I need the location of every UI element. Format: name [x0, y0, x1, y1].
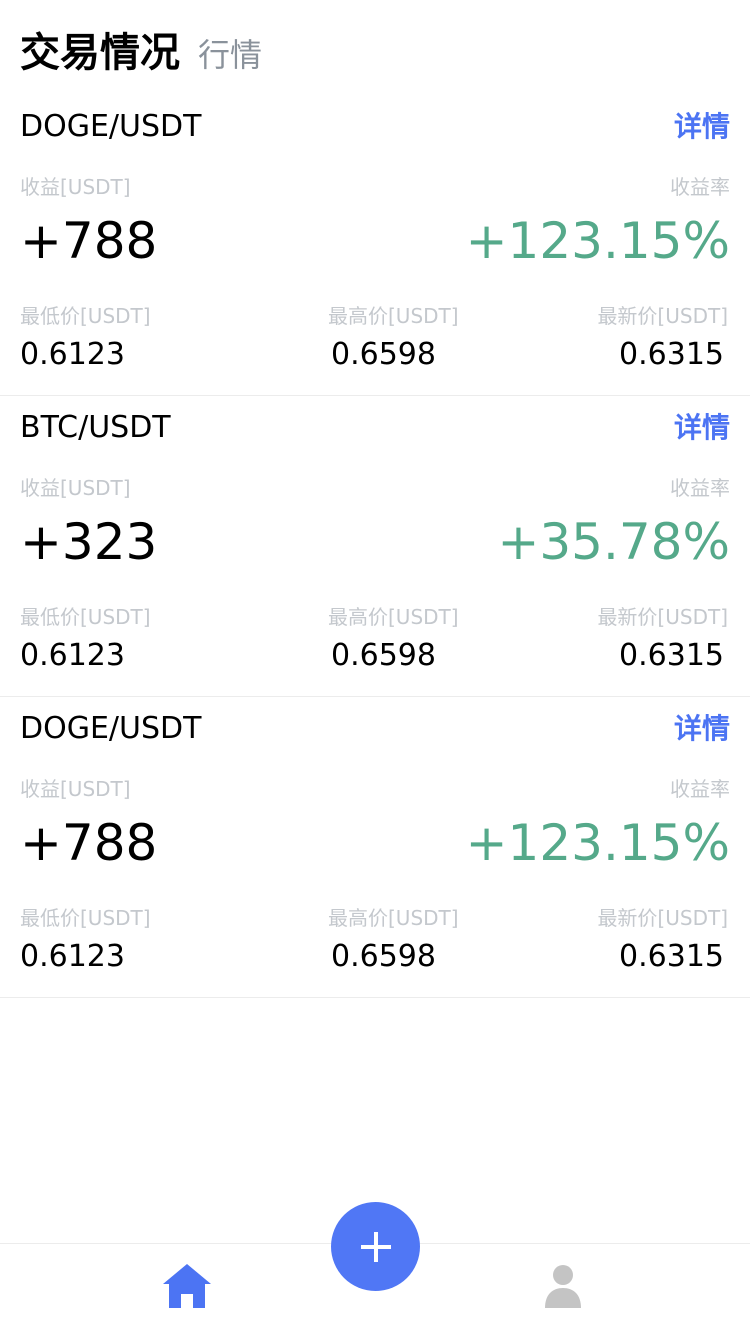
page-header: 交易情况 行情 — [0, 0, 750, 95]
page-title: 交易情况 — [20, 30, 180, 76]
home-icon[interactable] — [161, 1262, 213, 1310]
low-price-label: 最低价[USDT] — [20, 304, 151, 328]
high-price-value: 0.6598 — [331, 939, 436, 974]
plus-icon — [360, 1231, 391, 1262]
yield-rate-label: 收益率 — [670, 476, 730, 500]
yield-rate-value: +123.15% — [465, 212, 730, 270]
latest-price-label: 最新价[USDT] — [597, 605, 728, 629]
latest-price-label: 最新价[USDT] — [597, 304, 728, 328]
low-price-value: 0.6123 — [20, 939, 125, 974]
detail-link[interactable]: 详情 — [673, 712, 730, 745]
yield-rate-value: +123.15% — [465, 814, 730, 872]
profit-label: 收益[USDT] — [20, 777, 131, 801]
trading-pair: DOGE/USDT — [20, 109, 202, 144]
detail-link[interactable]: 详情 — [673, 110, 730, 143]
profit-value: +788 — [20, 212, 158, 270]
yield-rate-label: 收益率 — [670, 777, 730, 801]
latest-price-label: 最新价[USDT] — [597, 906, 728, 930]
high-price-value: 0.6598 — [331, 337, 436, 372]
latest-price-value: 0.6315 — [619, 939, 724, 974]
latest-price-value: 0.6315 — [619, 337, 724, 372]
profit-value: +323 — [20, 513, 158, 571]
high-price-label: 最高价[USDT] — [328, 906, 459, 930]
high-price-label: 最高价[USDT] — [328, 304, 459, 328]
profit-value: +788 — [20, 814, 158, 872]
yield-rate-label: 收益率 — [670, 175, 730, 199]
yield-rate-value: +35.78% — [497, 513, 730, 571]
add-button[interactable] — [331, 1202, 420, 1291]
trading-pair: BTC/USDT — [20, 410, 171, 445]
market-tab-link[interactable]: 行情 — [198, 36, 263, 74]
latest-price-value: 0.6315 — [619, 638, 724, 673]
low-price-label: 最低价[USDT] — [20, 906, 151, 930]
high-price-value: 0.6598 — [331, 638, 436, 673]
low-price-value: 0.6123 — [20, 337, 125, 372]
user-icon[interactable] — [545, 1264, 581, 1308]
detail-link[interactable]: 详情 — [673, 411, 730, 444]
trade-card: DOGE/USDT 详情 收益[USDT] 收益率 +788 +123.15% … — [0, 697, 750, 998]
trade-card: DOGE/USDT 详情 收益[USDT] 收益率 +788 +123.15% … — [0, 95, 750, 396]
profit-label: 收益[USDT] — [20, 476, 131, 500]
trade-card: BTC/USDT 详情 收益[USDT] 收益率 +323 +35.78% 最低… — [0, 396, 750, 697]
trading-pair: DOGE/USDT — [20, 711, 202, 746]
low-price-label: 最低价[USDT] — [20, 605, 151, 629]
high-price-label: 最高价[USDT] — [328, 605, 459, 629]
low-price-value: 0.6123 — [20, 638, 125, 673]
profit-label: 收益[USDT] — [20, 175, 131, 199]
